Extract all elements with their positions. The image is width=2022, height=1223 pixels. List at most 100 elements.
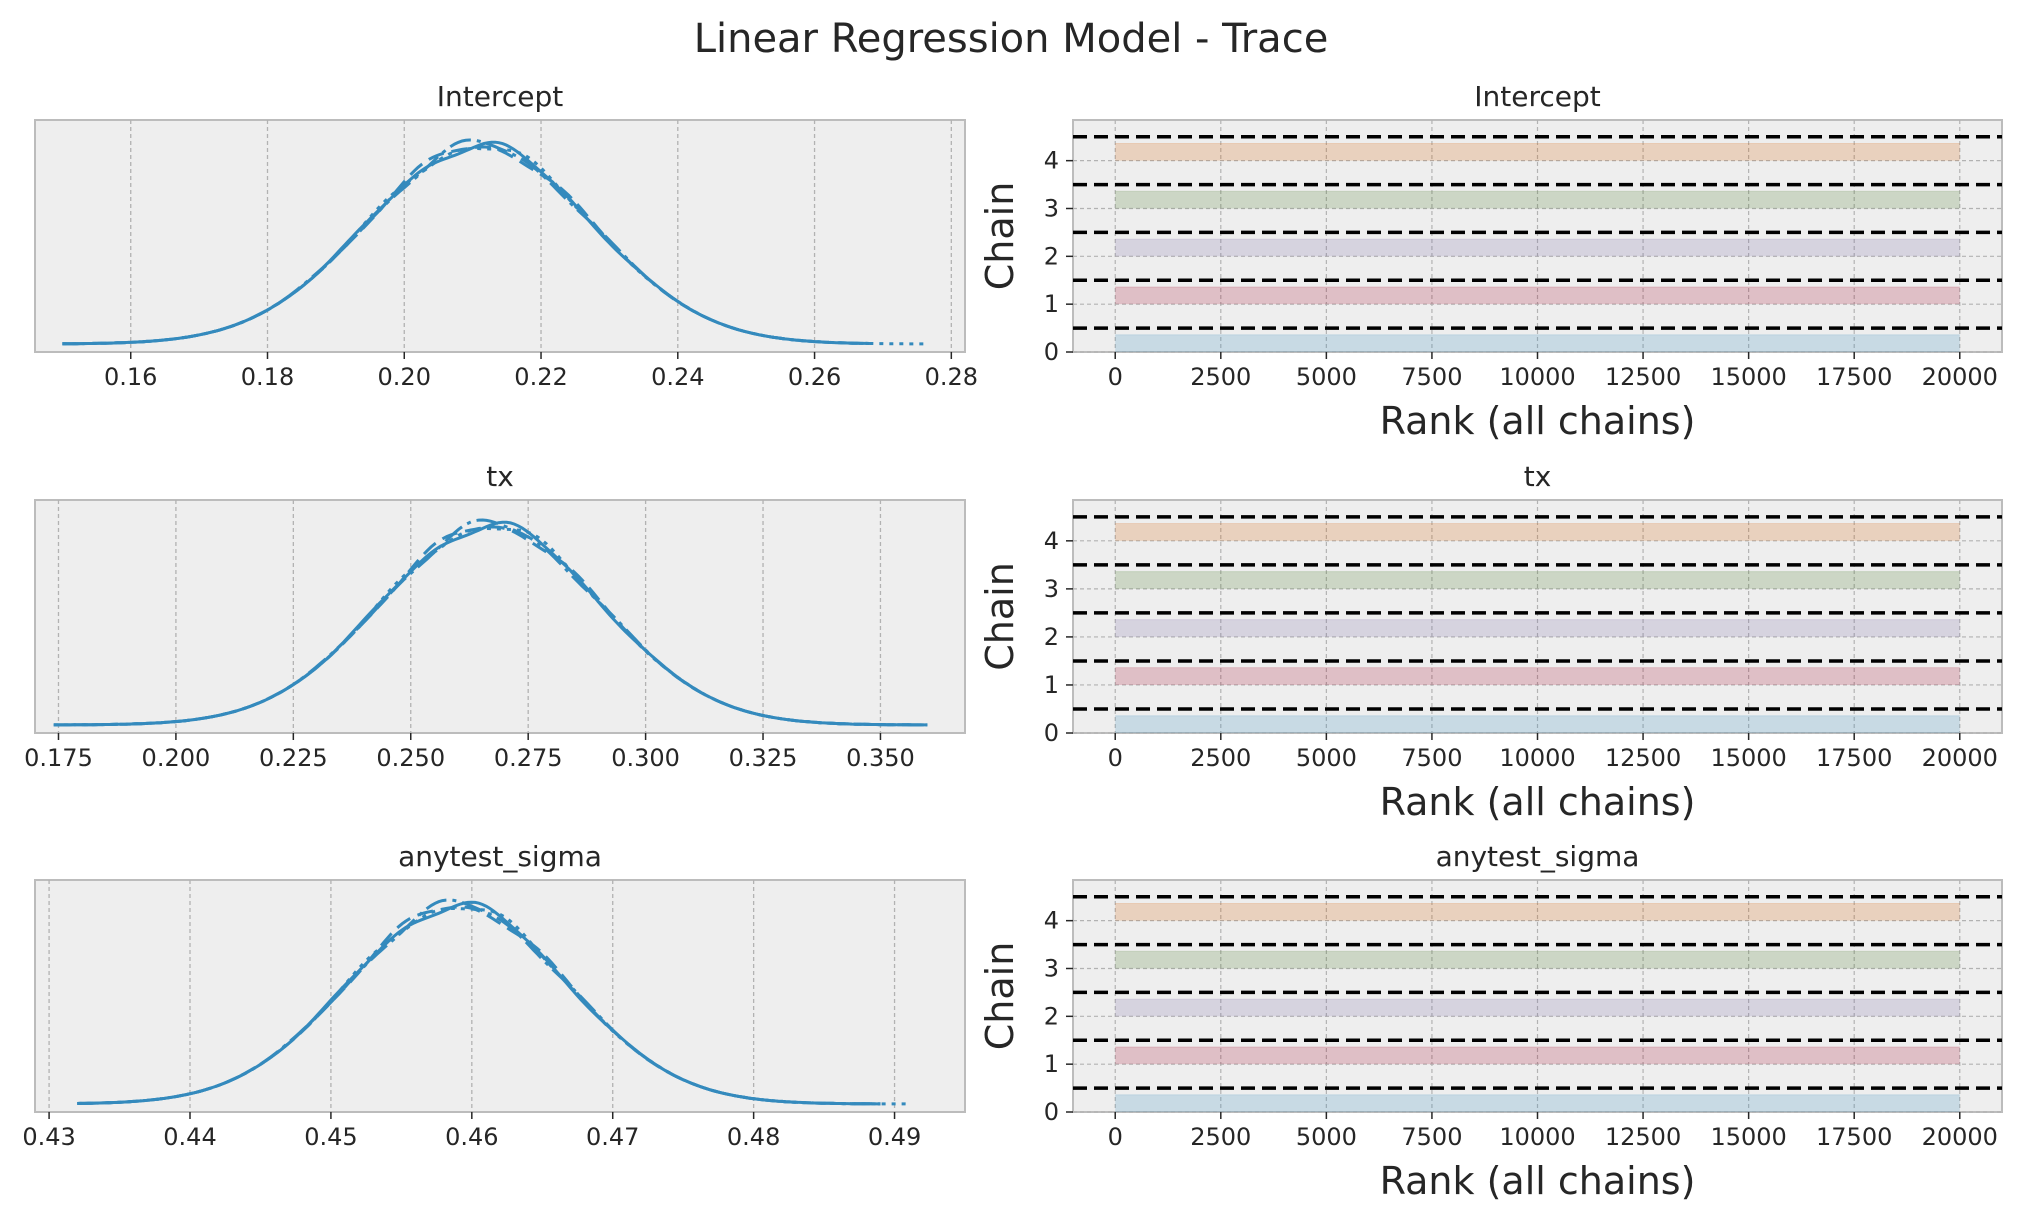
- panel-title: tx: [1524, 460, 1552, 493]
- x-tick-label: 2500: [1190, 1123, 1251, 1151]
- rank-bar-chain-2: [1115, 619, 1960, 637]
- y-tick-label: 3: [1044, 954, 1059, 982]
- x-tick-label: 0.325: [729, 744, 798, 772]
- x-axis-label: Rank (all chains): [1380, 1159, 1696, 1203]
- x-tick-label: 0.45: [304, 1123, 357, 1151]
- panel-title: anytest_sigma: [398, 840, 602, 873]
- kde-line-chain-2: [77, 905, 881, 1106]
- x-tick-label: 2500: [1190, 744, 1251, 772]
- y-tick-label: 4: [1044, 907, 1059, 935]
- x-tick-label: 10000: [1499, 1123, 1575, 1151]
- y-tick-label: 3: [1044, 194, 1059, 222]
- y-tick-label: 0: [1044, 1098, 1059, 1126]
- rank-bar-chain-2: [1115, 999, 1960, 1017]
- x-tick-label: 0.48: [727, 1123, 780, 1151]
- x-tick-label: 0.20: [378, 363, 431, 391]
- rank-bar-chain-3: [1115, 571, 1960, 589]
- x-tick-label: 0.26: [788, 363, 841, 391]
- y-tick-label: 1: [1044, 1050, 1059, 1078]
- rank-bar-chain-0: [1115, 334, 1960, 352]
- kde-line-chain-3: [62, 147, 924, 346]
- x-tick-label: 7500: [1401, 744, 1462, 772]
- x-tick-label: 0: [1108, 363, 1123, 391]
- x-tick-label: 0.24: [651, 363, 704, 391]
- x-tick-label: 12500: [1605, 744, 1681, 772]
- rank-bar-chain-3: [1115, 951, 1960, 969]
- x-tick-label: 12500: [1605, 1123, 1681, 1151]
- y-tick-label: 2: [1044, 1002, 1059, 1030]
- x-axis-label: Rank (all chains): [1380, 780, 1696, 824]
- x-tick-label: 10000: [1499, 744, 1575, 772]
- kde-panel-4: 0.43 0.44 0.45 0.46 0.47 0.48 0.49 anytest_sigm…: [22, 840, 966, 1151]
- x-tick-label: 0.175: [24, 744, 93, 772]
- rank-panel-5: 0 2500 5000 7500 10000 12500 15000 17500 20000 0 1…: [978, 840, 2003, 1203]
- y-tick-label: 2: [1044, 242, 1059, 270]
- x-tick-label: 0.18: [241, 363, 294, 391]
- x-tick-label: 15000: [1710, 744, 1786, 772]
- x-tick-label: 20000: [1922, 363, 1998, 391]
- y-tick-label: 1: [1044, 671, 1059, 699]
- rank-panel-3: 0 2500 5000 7500 10000 12500 15000 17500 20000 0 1…: [978, 460, 2003, 824]
- y-axis-label: Chain: [978, 942, 1022, 1051]
- rank-bar-chain-2: [1115, 239, 1960, 257]
- x-tick-label: 20000: [1922, 744, 1998, 772]
- y-tick-label: 4: [1044, 147, 1059, 175]
- rank-bar-chain-1: [1115, 1046, 1960, 1065]
- x-tick-label: 5000: [1296, 1123, 1357, 1151]
- x-tick-label: 0: [1108, 1123, 1123, 1151]
- x-tick-label: 7500: [1401, 1123, 1462, 1151]
- x-tick-label: 5000: [1296, 363, 1357, 391]
- x-tick-label: 0.49: [868, 1123, 921, 1151]
- x-tick-label: 0.350: [846, 744, 915, 772]
- rank-bar-chain-0: [1115, 1094, 1960, 1112]
- x-tick-label: 5000: [1296, 744, 1357, 772]
- rank-panel-1: 0 2500 5000 7500 10000 12500 15000 17500 20000 0 1…: [978, 80, 2003, 443]
- rank-bar-chain-4: [1115, 143, 1960, 161]
- y-axis-label: Chain: [978, 562, 1022, 671]
- y-tick-label: 3: [1044, 575, 1059, 603]
- rank-bar-chain-4: [1115, 523, 1960, 541]
- y-tick-label: 4: [1044, 527, 1059, 555]
- panel-title: anytest_sigma: [1436, 840, 1640, 873]
- x-tick-label: 17500: [1816, 363, 1892, 391]
- x-tick-label: 15000: [1710, 1123, 1786, 1151]
- rank-bar-chain-0: [1115, 715, 1960, 733]
- x-tick-label: 0.47: [586, 1123, 639, 1151]
- y-axis-label: Chain: [978, 182, 1022, 291]
- rank-bar-chain-1: [1115, 667, 1960, 685]
- x-tick-label: 10000: [1499, 363, 1575, 391]
- x-tick-label: 0.275: [494, 744, 563, 772]
- x-tick-label: 0.225: [259, 744, 328, 772]
- x-tick-label: 17500: [1816, 744, 1892, 772]
- panel-title: tx: [486, 460, 514, 493]
- figure-title: Linear Regression Model - Trace: [694, 16, 1329, 62]
- x-tick-label: 0.28: [925, 363, 978, 391]
- x-tick-label: 0.46: [445, 1123, 498, 1151]
- x-tick-label: 0.250: [376, 744, 445, 772]
- x-tick-label: 0.300: [611, 744, 680, 772]
- kde-panel-0: 0.16 0.18 0.20 0.22 0.24 0.26 0.28 Intercept: [34, 80, 978, 391]
- panel-title: Intercept: [437, 80, 564, 113]
- x-tick-label: 12500: [1605, 363, 1681, 391]
- x-tick-label: 0.43: [22, 1123, 75, 1151]
- rank-bar-chain-4: [1115, 903, 1960, 921]
- x-tick-label: 0.44: [163, 1123, 216, 1151]
- y-tick-label: 1: [1044, 290, 1059, 318]
- x-tick-label: 7500: [1401, 363, 1462, 391]
- kde-line-chain-2: [62, 145, 870, 346]
- rank-bar-chain-3: [1115, 191, 1960, 209]
- x-tick-label: 0.22: [514, 363, 567, 391]
- kde-panel-2: 0.175 0.200 0.225 0.250 0.275 0.300 0.325 0.350…: [24, 460, 966, 772]
- x-tick-label: 0.200: [142, 744, 211, 772]
- x-tick-label: 2500: [1190, 363, 1251, 391]
- plot-area: [34, 499, 966, 734]
- x-tick-label: 17500: [1816, 1123, 1892, 1151]
- kde-line-chain-3: [77, 907, 909, 1106]
- y-tick-label: 2: [1044, 623, 1059, 651]
- panel-title: Intercept: [1474, 80, 1601, 113]
- x-tick-label: 0.16: [104, 363, 157, 391]
- x-tick-label: 15000: [1710, 363, 1786, 391]
- x-axis-label: Rank (all chains): [1380, 399, 1696, 443]
- y-tick-label: 0: [1044, 719, 1059, 747]
